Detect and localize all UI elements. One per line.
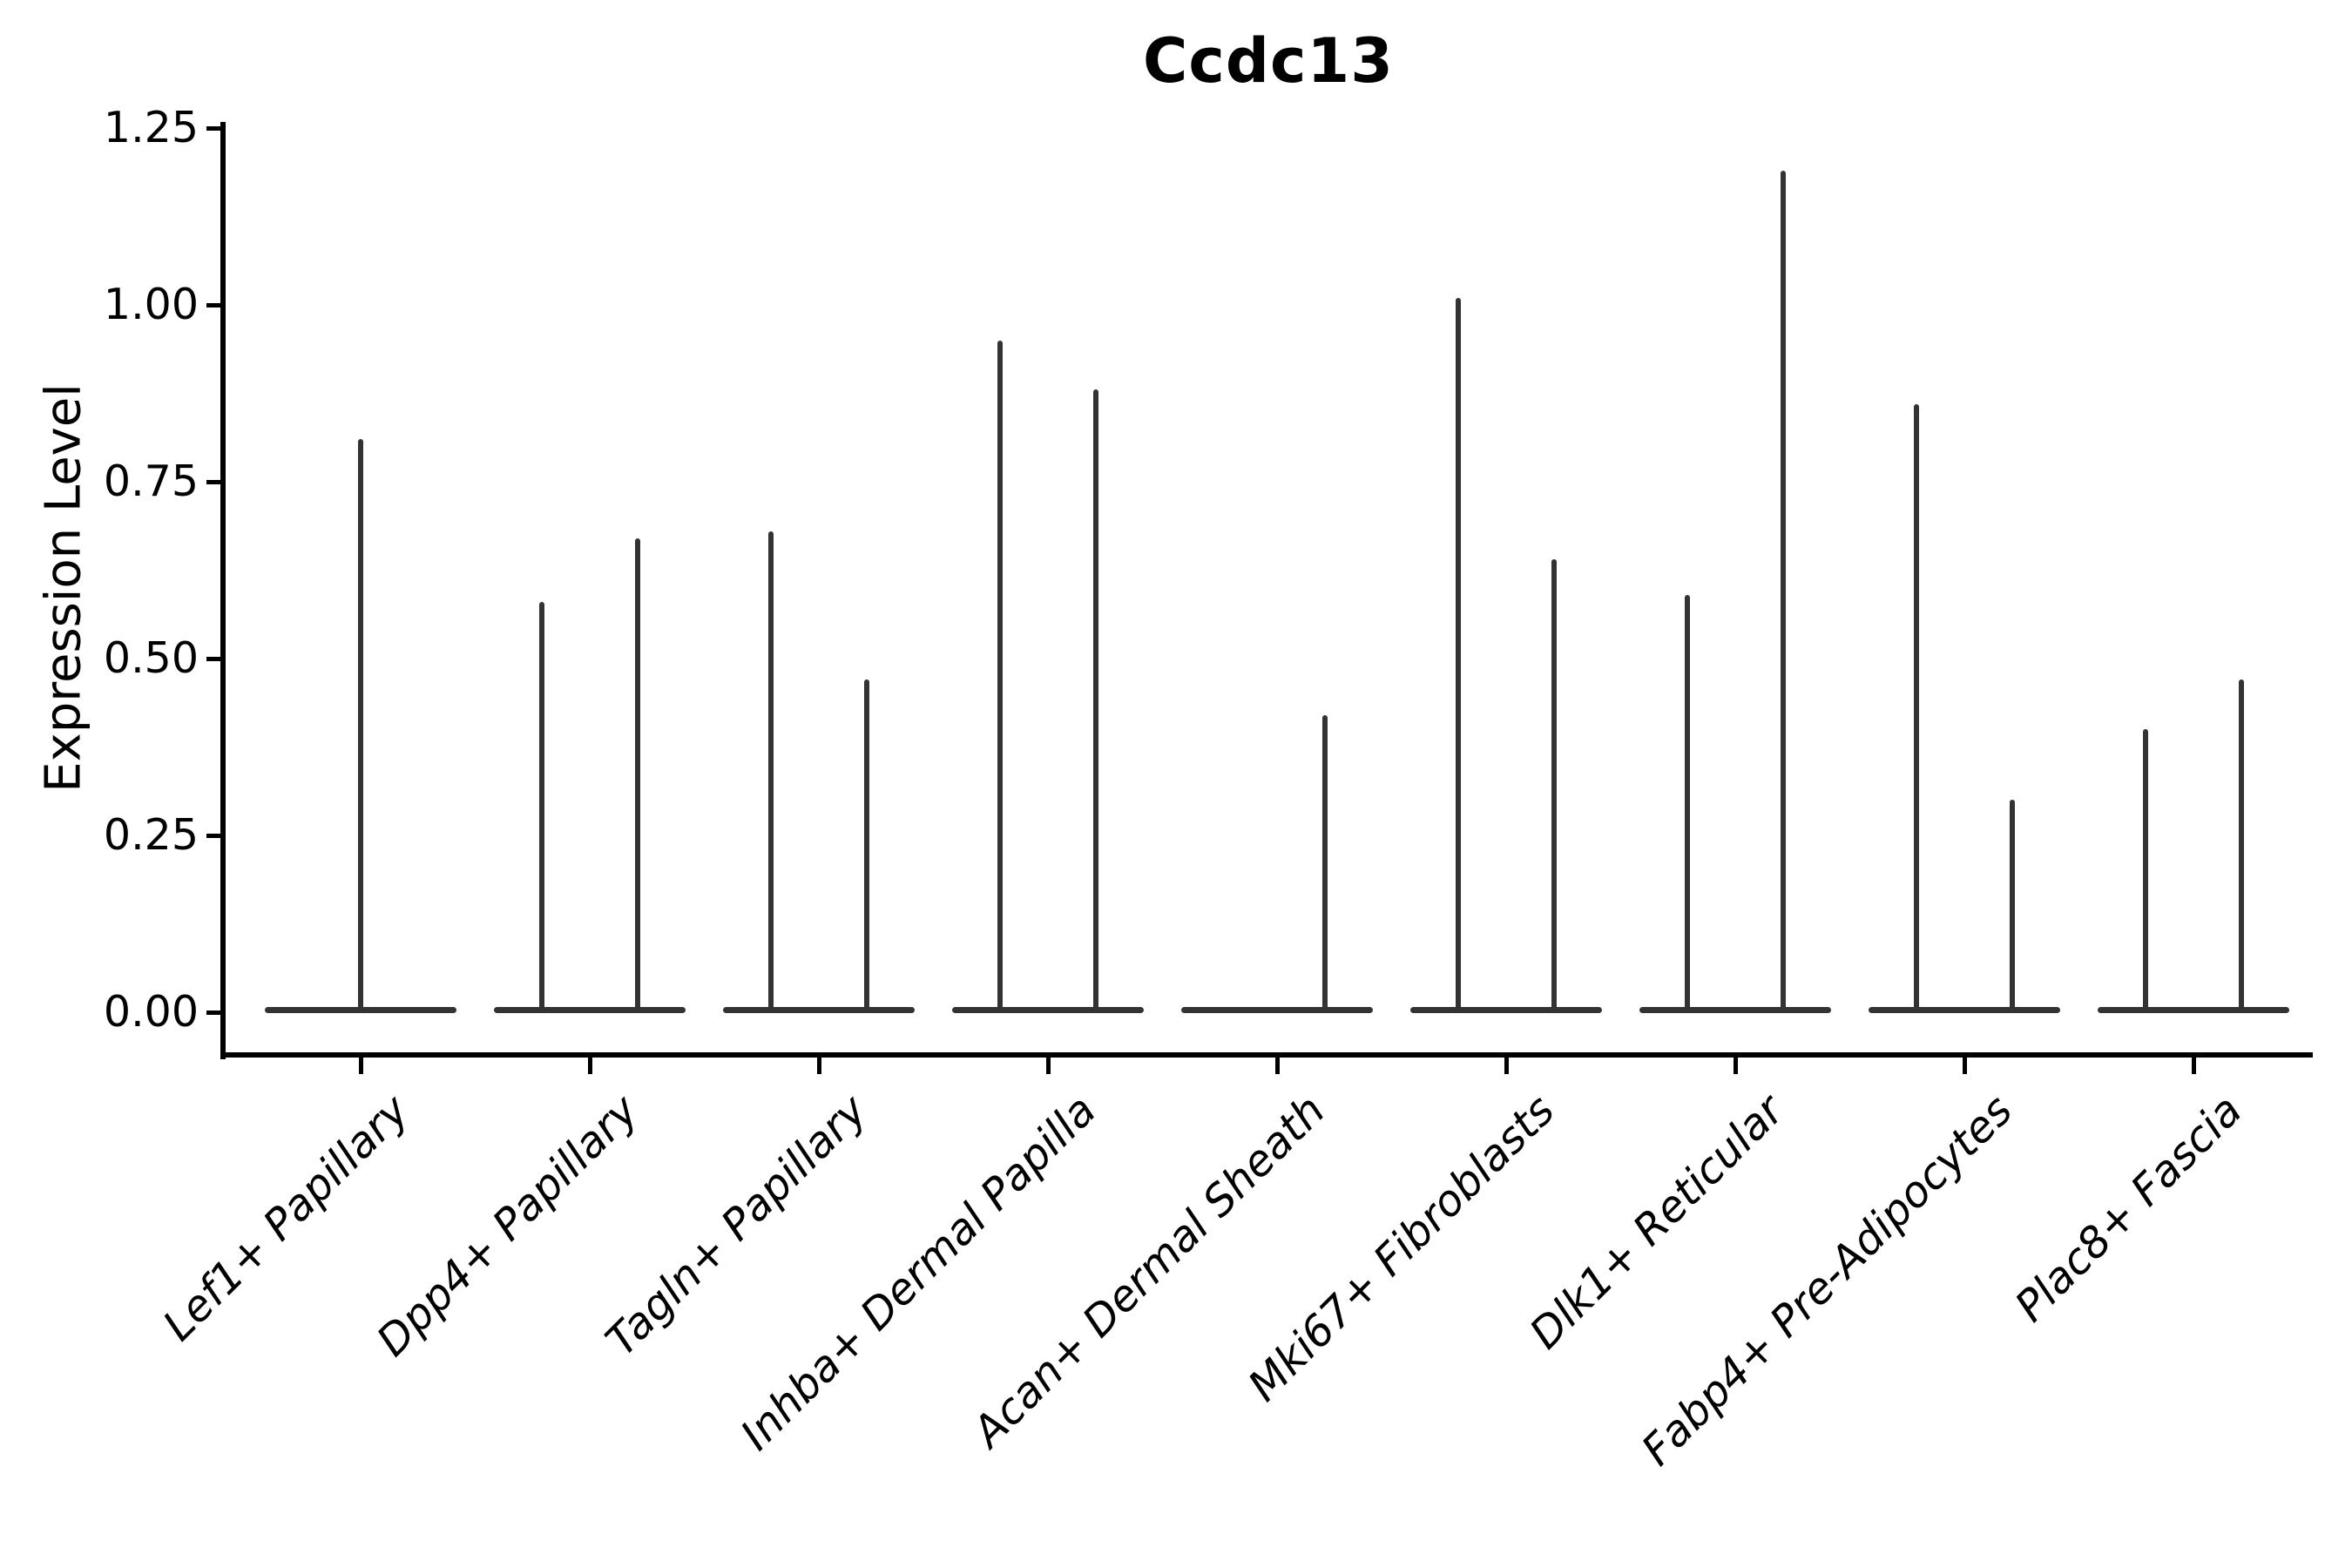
violin-spike (1093, 389, 1098, 1010)
violin-spike (2143, 729, 2148, 1010)
violin-spike (997, 340, 1003, 1010)
violin-baseline (723, 1006, 915, 1013)
y-tick-label: 1.25 (103, 103, 199, 152)
violin-spike (539, 602, 544, 1010)
x-tick-label: Plac8+ Fascia (2004, 1085, 2252, 1332)
x-axis-spine (220, 1052, 2313, 1058)
y-tick-label: 1.00 (103, 280, 199, 329)
x-axis-tick (816, 1058, 821, 1074)
y-tick-label: 0.50 (103, 633, 199, 683)
y-tick-label: 0.75 (103, 456, 199, 506)
x-axis-tick (1733, 1058, 1738, 1074)
y-axis-tick (206, 125, 223, 131)
x-tick-label: Lef1+ Papillary (153, 1085, 419, 1351)
violin-spike (635, 537, 640, 1010)
violin-baseline (952, 1006, 1144, 1013)
y-axis-tick (206, 833, 223, 838)
violin-baseline (494, 1006, 686, 1013)
violin-baseline (1869, 1006, 2060, 1013)
x-tick-label: Dlk1+ Reticular (1519, 1085, 1794, 1359)
x-axis-tick (1504, 1058, 1509, 1074)
y-tick-label: 0.00 (103, 987, 199, 1037)
x-axis-tick (587, 1058, 592, 1074)
x-axis-tick (1962, 1058, 1967, 1074)
violin-baseline (1639, 1006, 1831, 1013)
x-axis-tick (2191, 1058, 2196, 1074)
violin-spike (1456, 297, 1461, 1010)
violin-spike (864, 679, 869, 1010)
y-axis-spine (220, 122, 226, 1059)
x-axis-tick (358, 1058, 363, 1074)
violin-baseline (2098, 1006, 2289, 1013)
violin-baseline (1181, 1006, 1373, 1013)
chart-title: Ccdc13 (1143, 25, 1394, 97)
x-tick-label: Fabp4+ Pre-Adipocytes (1632, 1085, 2023, 1476)
violin-spike (358, 439, 363, 1010)
violin-baseline (1410, 1006, 1602, 1013)
violin-spike (2239, 679, 2244, 1010)
violin-spike (2010, 800, 2015, 1010)
x-axis-tick (1045, 1058, 1051, 1074)
x-axis-tick (1274, 1058, 1280, 1074)
violin-baseline (265, 1006, 456, 1013)
y-tick-label: 0.25 (103, 810, 199, 860)
y-axis-tick (206, 1010, 223, 1015)
y-axis-tick (206, 302, 223, 308)
violin-spike (1322, 714, 1328, 1010)
y-axis-tick (206, 656, 223, 661)
violin-spike (768, 531, 774, 1010)
violin-spike (1551, 559, 1557, 1010)
violin-spike (1781, 170, 1786, 1010)
y-axis-tick (206, 479, 223, 484)
violin-spike (1685, 594, 1690, 1010)
y-axis-label: Expression Level (35, 383, 92, 793)
violin-spike (1914, 403, 1919, 1010)
